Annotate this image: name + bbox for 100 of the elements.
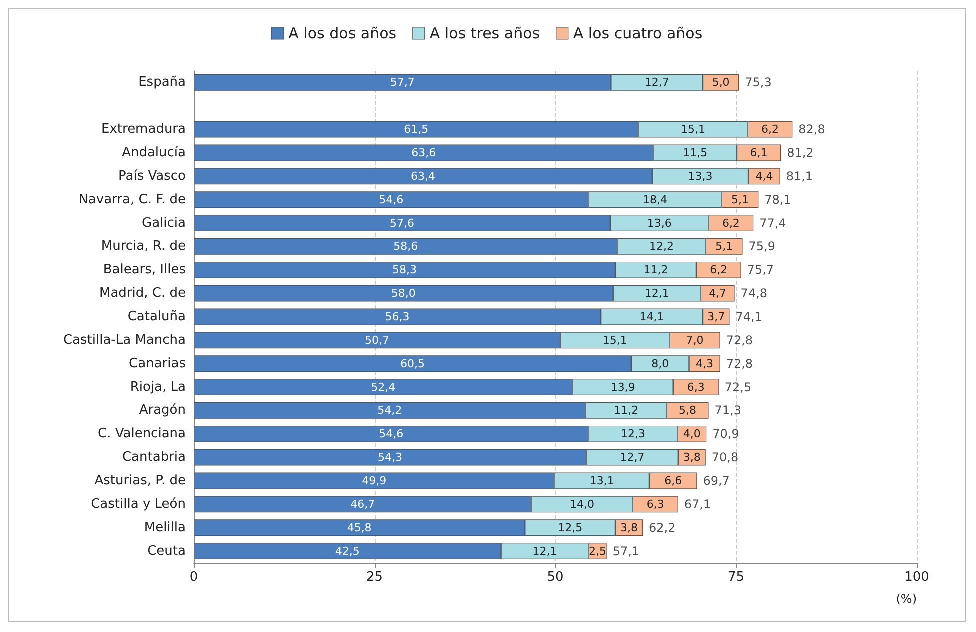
data-label: 58,6 [394, 240, 418, 254]
data-label: 12,5 [558, 521, 583, 534]
data-label: 14,1 [640, 310, 664, 324]
legend-label: A los tres años [430, 24, 540, 42]
data-label: 3,8 [683, 451, 701, 464]
data-label: 56,3 [385, 310, 410, 324]
data-label: 60,5 [400, 357, 425, 370]
data-label: 4,3 [696, 357, 714, 370]
data-label: 5,1 [716, 240, 734, 254]
data-label: 12,2 [650, 240, 674, 254]
data-label: 13,1 [590, 474, 614, 488]
total-label: 72,8 [726, 333, 754, 348]
y-tick-label: Balears, Illes [103, 262, 186, 278]
y-tick-label: Cantabria [122, 450, 186, 466]
data-label: 6,1 [750, 146, 768, 160]
data-label: 13,6 [647, 216, 672, 230]
data-label: 3,7 [708, 310, 726, 324]
x-tick-label: 0 [190, 570, 198, 585]
data-label: 57,7 [390, 76, 415, 90]
data-label: 46,7 [350, 498, 376, 511]
data-label: 5,0 [712, 76, 730, 90]
data-label: 54,6 [379, 193, 404, 206]
y-tick-label: Rioja, La [130, 380, 186, 395]
data-label: 11,5 [683, 146, 708, 160]
x-tick-label: 25 [366, 570, 384, 585]
total-label: 75,9 [748, 240, 776, 254]
y-tick-label: Navarra, C. F. de [78, 192, 186, 208]
y-tick-label: Andalucía [122, 146, 186, 160]
x-tick-label: 50 [547, 570, 564, 585]
y-tick-label: Castilla y León [91, 496, 186, 512]
data-label: 12,1 [532, 544, 558, 558]
data-label: 15,1 [602, 334, 628, 347]
total-label: 74,1 [736, 310, 762, 324]
y-tick-label: Galicia [142, 216, 186, 231]
total-label: 82,8 [798, 122, 826, 137]
total-label: 67,1 [684, 497, 712, 512]
total-label: 70,8 [712, 450, 739, 465]
legend-label: A los dos años [288, 24, 397, 42]
total-label: 77,4 [760, 216, 786, 230]
total-label: 74,8 [740, 286, 768, 301]
total-label: 81,1 [786, 169, 814, 184]
x-tick-label: 100 [904, 570, 930, 585]
data-label: 58,3 [392, 264, 418, 277]
data-label: 13,9 [610, 380, 636, 394]
data-label: 14,0 [570, 498, 594, 511]
data-label: 7,0 [686, 334, 704, 347]
x-tick-label: 75 [728, 570, 745, 585]
legend-label: A los cuatro años [573, 24, 703, 42]
y-tick-label: Asturias, P. de [94, 474, 186, 488]
total-label: 75,3 [745, 76, 772, 90]
data-label: 54,3 [378, 451, 403, 464]
data-label: 5,8 [679, 404, 697, 418]
total-label: 72,5 [724, 380, 752, 394]
data-label: 6,6 [664, 474, 682, 488]
total-label: 57,1 [612, 544, 640, 558]
total-label: 78,1 [764, 192, 792, 207]
y-tick-label: España [138, 75, 186, 90]
y-tick-label: Castilla-La Mancha [63, 332, 186, 348]
data-label: 49,9 [362, 474, 387, 488]
total-label: 75,7 [747, 263, 774, 278]
y-tick-label: Madrid, C. de [100, 286, 186, 302]
data-label: 4,0 [683, 428, 701, 441]
data-label: 50,7 [365, 334, 390, 347]
data-label: 58,0 [391, 287, 416, 300]
data-label: 54,6 [379, 428, 404, 441]
data-label: 6,3 [646, 498, 664, 511]
total-label: 81,2 [787, 146, 814, 160]
data-label: 6,2 [710, 264, 728, 277]
data-label: 61,5 [404, 123, 429, 136]
y-tick-label: Cataluña [128, 310, 186, 324]
y-tick-label: Murcia, R. de [101, 239, 186, 254]
data-label: 4,4 [756, 170, 774, 183]
y-tick-label: Ceuta [148, 544, 186, 559]
y-tick-label: País Vasco [118, 168, 186, 184]
y-tick-label: Melilla [144, 520, 186, 536]
data-label: 11,2 [614, 404, 639, 418]
data-label: 12,7 [644, 76, 670, 90]
data-label: 52,4 [371, 380, 396, 394]
data-label: 3,8 [620, 521, 638, 534]
data-label: 6,2 [761, 123, 779, 136]
y-tick-label: Canarias [129, 356, 186, 372]
data-label: 12,1 [644, 287, 670, 300]
total-label: 69,7 [703, 474, 730, 488]
data-label: 54,2 [378, 404, 402, 418]
data-label: 45,8 [347, 521, 372, 534]
total-label: 72,8 [726, 356, 754, 371]
data-label: 8,0 [652, 357, 670, 370]
data-label: 63,6 [412, 146, 436, 160]
data-label: 4,7 [709, 287, 727, 300]
y-tick-label: C. Valenciana [98, 426, 186, 442]
total-label: 70,9 [712, 427, 740, 442]
data-label: 11,2 [644, 264, 668, 277]
data-label: 63,4 [410, 170, 436, 183]
data-label: 15,1 [680, 123, 706, 136]
data-label: 57,6 [390, 216, 414, 230]
data-label: 6,3 [687, 380, 705, 394]
x-axis-title: (%) [896, 592, 917, 606]
data-label: 12,3 [620, 428, 646, 441]
data-label: 6,2 [722, 216, 740, 230]
data-label: 42,5 [335, 544, 360, 558]
